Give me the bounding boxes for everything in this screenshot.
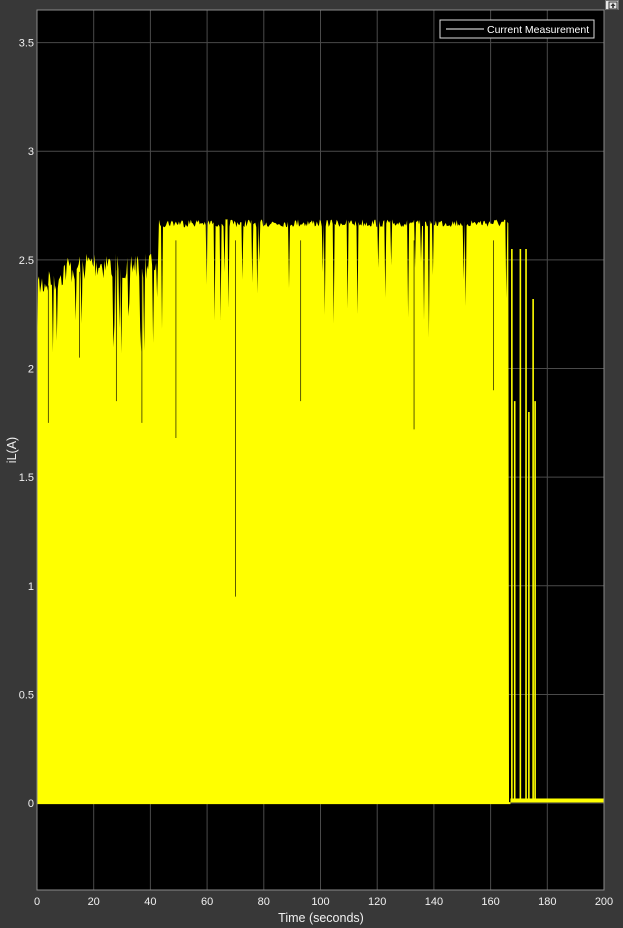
x-axis-label: Time (seconds) <box>278 911 364 925</box>
signal-trace <box>37 219 604 805</box>
x-tick-label: 200 <box>595 896 613 908</box>
x-tick-label: 40 <box>144 896 156 908</box>
x-tick-label: 180 <box>538 896 556 908</box>
x-tick-label: 60 <box>201 896 213 908</box>
x-tick-labels: 0 20 40 60 80 100 120 140 160 180 200 <box>34 896 613 908</box>
undock-button[interactable] <box>605 0 619 10</box>
legend-box <box>439 19 595 39</box>
undock-arrow-icon <box>608 1 618 10</box>
x-tick-label: 120 <box>368 896 386 908</box>
x-tick-label: 0 <box>34 896 40 908</box>
legend-entry-label: Current Measurement <box>487 24 589 36</box>
y-tick-label: 1 <box>28 581 34 593</box>
y-tick-label: 3.5 <box>19 38 34 50</box>
y-tick-label: 2 <box>28 364 34 376</box>
axes-border <box>36 9 605 891</box>
y-tick-labels: 0 0.5 1 1.5 2 2.5 3 3.5 <box>19 38 34 810</box>
y-tick-label: 2.5 <box>19 255 34 267</box>
x-tick-label: 20 <box>88 896 100 908</box>
y-tick-label: 3 <box>28 146 34 158</box>
legend[interactable]: Current Measurement <box>439 19 595 39</box>
y-tick-label: 1.5 <box>19 472 34 484</box>
x-tick-label: 100 <box>311 896 329 908</box>
y-tick-label: 0.5 <box>19 689 34 701</box>
x-tick-label: 140 <box>425 896 443 908</box>
y-axis-label: iL(A) <box>5 437 19 463</box>
x-tick-label: 80 <box>258 896 270 908</box>
x-tick-label: 160 <box>481 896 499 908</box>
y-tick-label: 0 <box>28 798 34 810</box>
signal-body <box>37 219 510 804</box>
